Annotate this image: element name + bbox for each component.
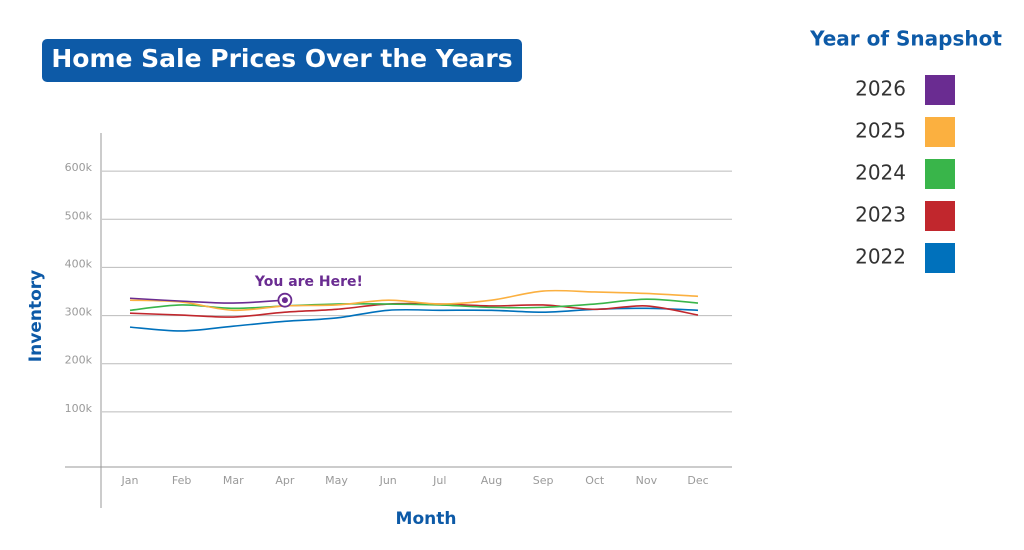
x-tick-label: Aug bbox=[481, 474, 502, 487]
y-tick-label: 600k bbox=[65, 161, 93, 174]
x-tick-label: Mar bbox=[223, 474, 244, 487]
annotation: You are Here! bbox=[254, 274, 363, 290]
x-tick-label: Oct bbox=[585, 474, 605, 487]
x-tick-label: Jan bbox=[121, 474, 139, 487]
legend-label: 2023 bbox=[855, 203, 906, 227]
x-tick-label: Sep bbox=[533, 474, 554, 487]
legend-swatch bbox=[925, 75, 955, 105]
x-tick-label: Nov bbox=[636, 474, 658, 487]
here-marker-dot bbox=[281, 297, 288, 304]
legend-title: Year of Snapshot bbox=[809, 27, 1002, 51]
x-tick-label: Jul bbox=[432, 474, 446, 487]
legend-label: 2026 bbox=[855, 77, 906, 101]
legend-label: 2022 bbox=[855, 245, 906, 269]
y-tick-label: 300k bbox=[65, 306, 93, 319]
x-tick-label: Apr bbox=[275, 474, 295, 487]
x-tick-label: Jun bbox=[379, 474, 397, 487]
x-tick-label: May bbox=[325, 474, 348, 487]
x-tick-label: Dec bbox=[687, 474, 708, 487]
legend-label: 2025 bbox=[855, 119, 906, 143]
x-axis-label: Month bbox=[396, 509, 457, 529]
y-tick-label: 500k bbox=[65, 209, 93, 222]
x-tick-label: Feb bbox=[172, 474, 191, 487]
series-line bbox=[129, 298, 699, 312]
legend-swatch bbox=[925, 117, 955, 147]
legend-swatch bbox=[925, 159, 955, 189]
chart-title: Home Sale Prices Over the Years bbox=[51, 44, 512, 73]
series-line bbox=[129, 297, 285, 304]
y-axis-label: Inventory bbox=[26, 270, 46, 362]
legend-swatch bbox=[925, 243, 955, 273]
series-line bbox=[129, 289, 699, 312]
legend-label: 2024 bbox=[855, 161, 906, 185]
legend-swatch bbox=[925, 201, 955, 231]
y-tick-label: 400k bbox=[65, 257, 93, 270]
y-tick-label: 200k bbox=[65, 354, 93, 367]
title-box bbox=[42, 39, 522, 82]
series-line bbox=[129, 307, 699, 332]
y-tick-label: 100k bbox=[65, 402, 93, 415]
